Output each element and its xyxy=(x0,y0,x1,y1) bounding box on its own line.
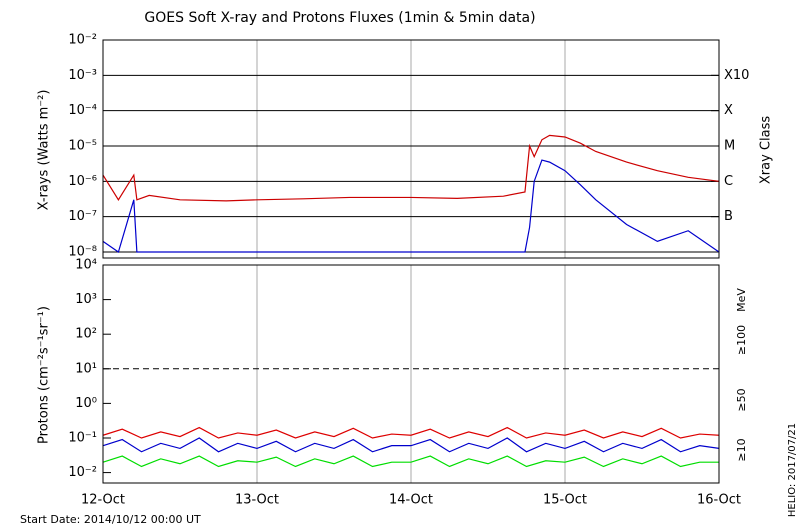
y-tick-label: 10⁻² xyxy=(68,33,97,48)
series-line xyxy=(102,426,720,439)
x-tick-label: 15-Oct xyxy=(543,493,587,508)
y-tick-label: 10⁻⁴ xyxy=(68,103,97,118)
x-tick-label: 12-Oct xyxy=(81,493,125,508)
y-tick-label: 10⁻⁷ xyxy=(68,209,97,224)
y-tick-label: 10² xyxy=(75,327,97,342)
y2-tick-label: X xyxy=(724,103,733,118)
start-date: Start Date: 2014/10/12 00:00 UT xyxy=(20,513,201,526)
series-line xyxy=(102,455,719,468)
legend-entry: ≥10 xyxy=(735,438,748,461)
x-tick-label: 13-Oct xyxy=(235,493,279,508)
y2-tick-label: B xyxy=(724,209,733,224)
y-axis-label: X-rays (Watts m⁻²) xyxy=(37,90,52,211)
x-tick-label: 14-Oct xyxy=(389,493,433,508)
y2-tick-label: C xyxy=(724,174,733,189)
y-tick-label: 10⁰ xyxy=(75,396,97,411)
y2-tick-label: X10 xyxy=(724,68,749,83)
credit: HELIO: 2017/07/21 xyxy=(787,423,798,517)
legend-entry: ≥100 xyxy=(735,325,748,355)
y-tick-label: 10⁻⁸ xyxy=(68,245,97,260)
y-tick-label: 10⁻⁵ xyxy=(68,139,97,154)
legend-title: MeV xyxy=(735,288,748,312)
series-line xyxy=(102,134,720,202)
y-tick-label: 10³ xyxy=(75,292,97,307)
y-tick-label: 10¹ xyxy=(75,361,97,376)
plot-frame xyxy=(102,264,720,484)
chart-title: GOES Soft X-ray and Protons Fluxes (1min… xyxy=(144,10,535,26)
y2-tick-label: M xyxy=(724,139,735,154)
y-tick-label: 10⁴ xyxy=(75,258,97,273)
y-tick-label: 10⁻¹ xyxy=(68,430,97,445)
y-tick-label: 10⁻² xyxy=(68,465,97,480)
legend-entry: ≥50 xyxy=(735,388,748,411)
x-tick-label: 16-Oct xyxy=(697,493,741,508)
y-tick-label: 10⁻⁶ xyxy=(68,174,97,189)
series-line xyxy=(102,437,720,453)
y2-axis-label: Xray Class xyxy=(759,116,774,184)
plot-frame xyxy=(102,39,720,259)
y-axis-label: Protons (cm⁻²s⁻¹sr⁻¹) xyxy=(37,306,52,444)
series-line xyxy=(102,159,720,253)
y-tick-label: 10⁻³ xyxy=(68,68,97,83)
